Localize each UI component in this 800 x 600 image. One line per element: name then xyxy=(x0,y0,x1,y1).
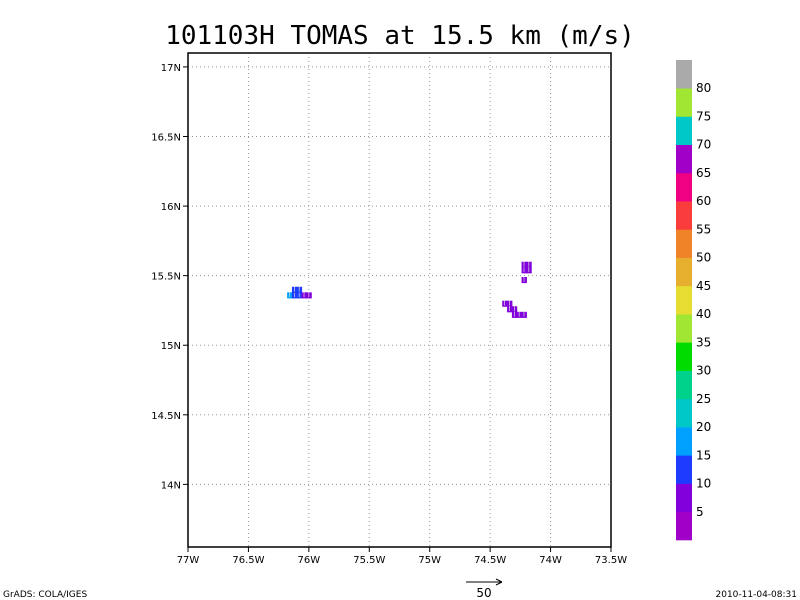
y-tick-label: 14.5N xyxy=(151,411,181,422)
footer-credit: GrADS: COLA/IGES xyxy=(3,590,87,600)
colorbar: 5 10 15 20 25 30 35 40 45 50 55 60 65 70 75 80 xyxy=(676,60,711,541)
colorbar-label: 70 xyxy=(696,138,711,152)
y-tick-label: 14N xyxy=(161,480,181,491)
x-tick-label: 77W xyxy=(177,555,200,566)
colorbar-swatch xyxy=(676,201,692,230)
x-axis-ticks: 77W 76.5W 76W 75.5W 75W 74.5W 74W 73.5W xyxy=(177,547,627,566)
colorbar-swatch xyxy=(676,455,692,484)
x-tick-label: 74W xyxy=(539,555,562,566)
colorbar-swatch xyxy=(676,483,692,513)
colorbar-swatch xyxy=(676,60,692,89)
colorbar-label: 80 xyxy=(696,81,711,95)
x-tick-label: 74.5W xyxy=(474,555,506,566)
colorbar-swatch xyxy=(676,144,692,174)
colorbar-swatch xyxy=(676,511,692,541)
colorbar-swatch xyxy=(676,342,692,371)
y-tick-label: 15.5N xyxy=(151,272,181,283)
colorbar-label: 75 xyxy=(696,109,711,123)
y-axis-ticks: 14N 14.5N 15N 15.5N 16N 16.5N 17N xyxy=(151,63,188,491)
colorbar-label: 50 xyxy=(696,251,711,265)
colorbar-label: 15 xyxy=(696,448,711,462)
colorbar-swatch xyxy=(676,88,692,117)
colorbar-label: 20 xyxy=(696,420,711,434)
y-tick-label: 16.5N xyxy=(151,132,181,143)
colorbar-label: 40 xyxy=(696,307,711,321)
colorbar-swatch xyxy=(676,257,692,287)
x-tick-label: 75.5W xyxy=(353,555,385,566)
colorbar-swatch xyxy=(676,398,692,428)
colorbar-label: 60 xyxy=(696,194,711,208)
colorbar-swatch xyxy=(676,314,692,343)
x-tick-label: 75W xyxy=(418,555,441,566)
y-tick-label: 15N xyxy=(161,341,181,352)
footer-timestamp: 2010-11-04-08:31 xyxy=(716,590,798,600)
colorbar-label: 35 xyxy=(696,335,711,349)
colorbar-swatch xyxy=(676,229,692,258)
y-tick-label: 16N xyxy=(161,202,181,213)
colorbar-label: 10 xyxy=(696,477,711,491)
x-tick-label: 73.5W xyxy=(595,555,627,566)
colorbar-swatch xyxy=(676,285,692,315)
colorbar-swatch xyxy=(676,172,692,202)
chart-title: 101103H TOMAS at 15.5 km (m/s) xyxy=(165,21,635,51)
y-tick-label: 17N xyxy=(161,63,181,74)
reference-arrow-icon xyxy=(495,578,503,586)
colorbar-label: 45 xyxy=(696,279,711,293)
colorbar-swatch xyxy=(676,370,692,400)
colorbar-label: 25 xyxy=(696,392,711,406)
colorbar-label: 65 xyxy=(696,166,711,180)
x-tick-label: 76W xyxy=(298,555,321,566)
colorbar-swatch xyxy=(676,427,692,456)
plot-frame xyxy=(187,52,612,548)
colorbar-label: 30 xyxy=(696,364,711,378)
reference-vector-label: 50 xyxy=(476,586,491,600)
vector-reference: 50 xyxy=(466,578,503,600)
colorbar-label: 55 xyxy=(696,222,711,236)
colorbar-label: 5 xyxy=(696,505,704,519)
grid-lines xyxy=(187,53,612,547)
colorbar-swatch xyxy=(676,116,692,146)
x-tick-label: 76.5W xyxy=(232,555,264,566)
wind-speed-cells xyxy=(287,261,532,318)
